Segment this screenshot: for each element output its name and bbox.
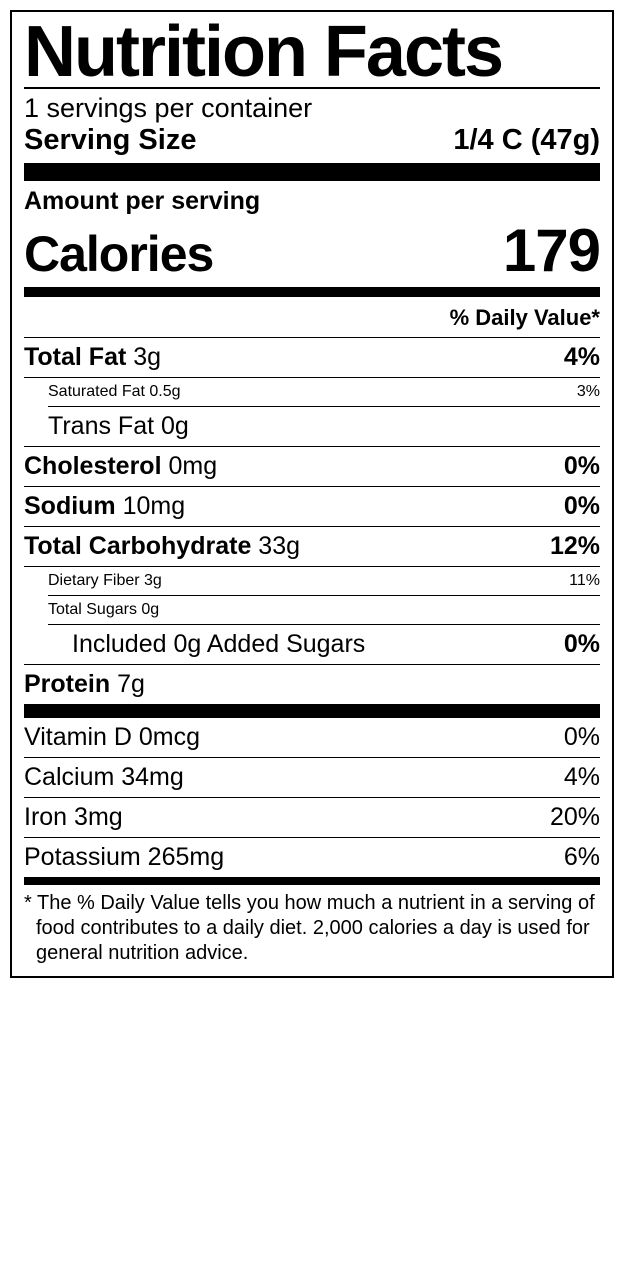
calcium-amount: 34mg <box>121 763 184 791</box>
serving-size-label: Serving Size <box>24 124 196 157</box>
vitd-amount: 0mcg <box>139 723 200 751</box>
nutrition-label: Nutrition Facts 1 servings per container… <box>10 10 614 978</box>
calories-value: 179 <box>503 216 600 285</box>
row-trans-fat: Trans Fat 0g <box>24 407 600 447</box>
potassium-amount: 265mg <box>148 843 224 871</box>
row-cholesterol: Cholesterol 0mg 0% <box>24 447 600 487</box>
protein-amount: 7g <box>117 670 145 698</box>
row-saturated-fat: Saturated Fat 0.5g 3% <box>24 378 600 407</box>
iron-label: Iron <box>24 803 67 831</box>
label-title: Nutrition Facts <box>24 20 600 89</box>
total-fat-pct: 4% <box>564 343 600 372</box>
sodium-pct: 0% <box>564 492 600 521</box>
sat-fat-label: Saturated Fat <box>48 383 145 400</box>
row-sodium: Sodium 10mg 0% <box>24 487 600 527</box>
added-sugars-pct: 0% <box>564 630 600 659</box>
total-sugars-label: Total Sugars <box>48 601 137 618</box>
calories-label: Calories <box>24 225 213 283</box>
sodium-amount: 10mg <box>123 492 186 520</box>
added-sugars-text: Included 0g Added Sugars <box>24 630 564 659</box>
total-carb-label: Total Carbohydrate <box>24 532 251 560</box>
iron-amount: 3mg <box>74 803 123 831</box>
fiber-amount: 3g <box>144 572 162 589</box>
sat-fat-amount: 0.5g <box>149 383 180 400</box>
servings-per-container: 1 servings per container <box>24 89 600 124</box>
cholesterol-pct: 0% <box>564 452 600 481</box>
cholesterol-amount: 0mg <box>168 452 217 480</box>
row-total-carb: Total Carbohydrate 33g 12% <box>24 527 600 567</box>
footnote: * The % Daily Value tells you how much a… <box>24 885 600 966</box>
serving-size-value: 1/4 C (47g) <box>453 124 600 157</box>
row-calcium: Calcium 34mg 4% <box>24 758 600 798</box>
potassium-label: Potassium <box>24 843 141 871</box>
row-potassium: Potassium 265mg 6% <box>24 838 600 885</box>
row-iron: Iron 3mg 20% <box>24 798 600 838</box>
calcium-label: Calcium <box>24 763 114 791</box>
row-vitd: Vitamin D 0mcg 0% <box>24 718 600 758</box>
vitd-pct: 0% <box>564 723 600 752</box>
total-carb-pct: 12% <box>550 532 600 561</box>
fiber-pct: 11% <box>569 572 600 590</box>
calcium-pct: 4% <box>564 763 600 792</box>
serving-size-row: Serving Size 1/4 C (47g) <box>24 124 600 181</box>
cholesterol-label: Cholesterol <box>24 452 162 480</box>
amount-per-serving: Amount per serving <box>24 181 600 216</box>
vitd-label: Vitamin D <box>24 723 132 751</box>
fiber-label: Dietary Fiber <box>48 572 140 589</box>
potassium-pct: 6% <box>564 843 600 872</box>
iron-pct: 20% <box>550 803 600 832</box>
total-fat-label: Total Fat <box>24 343 126 371</box>
row-protein: Protein 7g <box>24 665 600 718</box>
total-sugars-amount: 0g <box>141 601 159 618</box>
sat-fat-pct: 3% <box>577 383 600 401</box>
calories-row: Calories 179 <box>24 216 600 297</box>
protein-label: Protein <box>24 670 110 698</box>
total-fat-amount: 3g <box>133 343 161 371</box>
row-total-sugars: Total Sugars 0g <box>24 596 600 625</box>
trans-fat-label: Trans Fat <box>48 412 154 440</box>
daily-value-header: % Daily Value* <box>24 297 600 338</box>
row-added-sugars: Included 0g Added Sugars 0% <box>24 625 600 665</box>
row-total-fat: Total Fat 3g 4% <box>24 338 600 378</box>
row-fiber: Dietary Fiber 3g 11% <box>24 567 600 596</box>
trans-fat-amount: 0g <box>161 412 189 440</box>
total-carb-amount: 33g <box>258 532 300 560</box>
sodium-label: Sodium <box>24 492 116 520</box>
